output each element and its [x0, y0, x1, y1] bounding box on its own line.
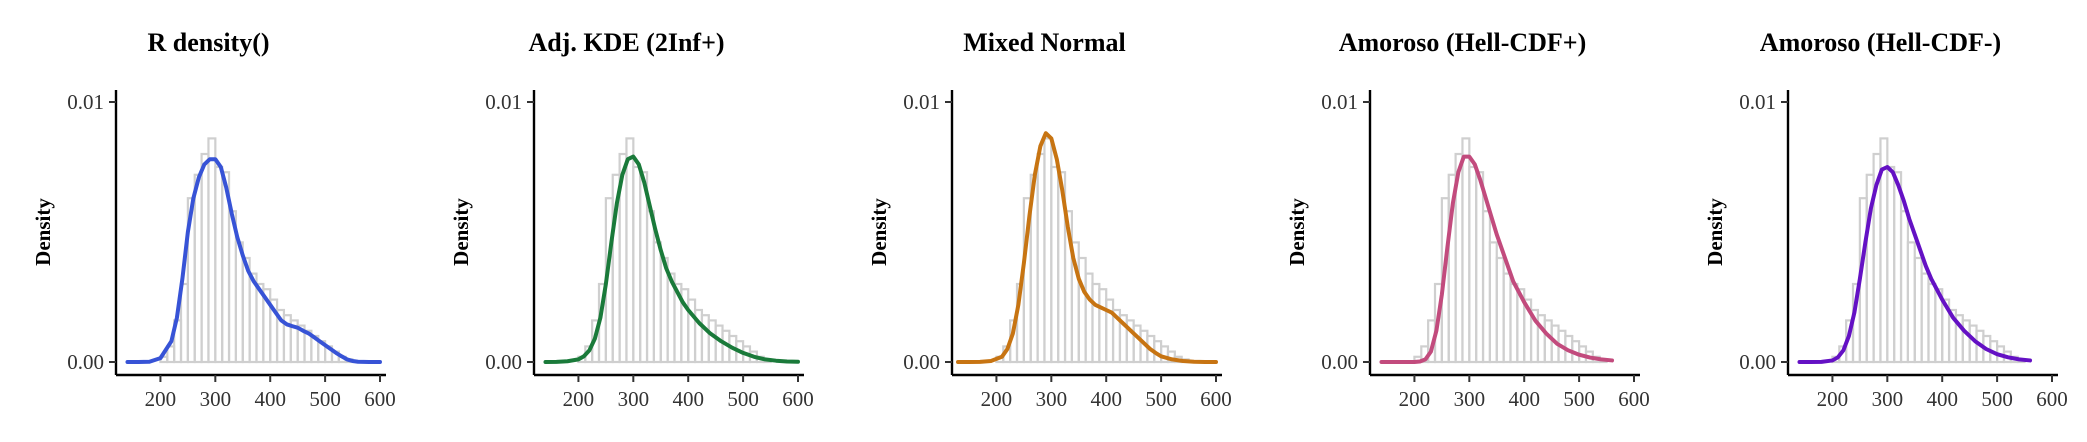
- y-axis-label: Density: [31, 198, 55, 266]
- y-tick-label: 0.01: [67, 90, 104, 114]
- density-curve: [125, 157, 382, 364]
- x-tick-label: 400: [1508, 387, 1540, 411]
- x-tick-label: 500: [309, 387, 341, 411]
- density-plot-mixed-normal: 200 300 400 500 600 0.00 0.01 Density: [867, 90, 1232, 411]
- x-tick-label: 400: [672, 387, 704, 411]
- density-curve: [1797, 165, 2033, 364]
- x-tick-label: 600: [782, 387, 814, 411]
- y-tick-label: 0.01: [903, 90, 940, 114]
- density-curve: [1379, 154, 1615, 364]
- panel-title: Mixed Normal: [963, 28, 1126, 57]
- x-tick-label: 300: [1872, 387, 1904, 411]
- x-tick-label: 400: [1926, 387, 1958, 411]
- x-tick-label: 600: [1200, 387, 1232, 411]
- x-tick-label: 200: [1817, 387, 1849, 411]
- panel-title: R density(): [147, 28, 270, 57]
- y-tick-label: 0.01: [485, 90, 522, 114]
- x-tick-label: 500: [727, 387, 759, 411]
- y-tick-label: 0.00: [67, 350, 104, 374]
- x-tick-label: 200: [563, 387, 595, 411]
- panel-amoroso-plus: Amoroso (Hell-CDF+) 200 300 400 500 600 0.00 0…: [1254, 0, 1671, 442]
- x-tick-label: 300: [200, 387, 232, 411]
- density-plot-adj-kde: 200 300 400 500 600 0.00 0.01 Density: [449, 90, 814, 411]
- x-tick-label: 300: [1036, 387, 1068, 411]
- panel-title: Amoroso (Hell-CDF-): [1759, 28, 2002, 57]
- x-tick-label: 200: [145, 387, 177, 411]
- y-tick-label: 0.00: [485, 350, 522, 374]
- panel-adj-kde: Adj. KDE (2Inf+) 200 300 400 500 600 0.00 0.01…: [418, 0, 835, 442]
- panel-title: Adj. KDE (2Inf+): [528, 28, 725, 57]
- x-tick-label: 400: [254, 387, 286, 411]
- density-plot-amoroso-minus: 200 300 400 500 600 0.00 0.01 Density: [1703, 90, 2068, 411]
- x-tick-label: 500: [1145, 387, 1177, 411]
- x-tick-label: 500: [1981, 387, 2013, 411]
- y-axis-label: Density: [867, 198, 891, 266]
- x-tick-label: 600: [2036, 387, 2068, 411]
- panel-r-density: R density() 200 300 400 500 600 0.00 0.01 Densi…: [0, 0, 417, 442]
- y-tick-label: 0.01: [1321, 90, 1358, 114]
- x-tick-label: 200: [1399, 387, 1431, 411]
- x-tick-label: 600: [1618, 387, 1650, 411]
- panel-amoroso-minus: Amoroso (Hell-CDF-) 200 300 400 500 600 0.00 0…: [1672, 0, 2087, 442]
- x-tick-label: 300: [618, 387, 650, 411]
- y-tick-label: 0.01: [1739, 90, 1776, 114]
- y-axis-label: Density: [1703, 198, 1727, 266]
- x-tick-label: 600: [364, 387, 396, 411]
- x-tick-label: 200: [981, 387, 1013, 411]
- x-tick-label: 500: [1563, 387, 1595, 411]
- density-curve: [543, 154, 800, 364]
- y-tick-label: 0.00: [1739, 350, 1776, 374]
- y-tick-label: 0.00: [903, 350, 940, 374]
- y-tick-label: 0.00: [1321, 350, 1358, 374]
- x-tick-label: 400: [1090, 387, 1122, 411]
- panel-mixed-normal: Mixed Normal 200 300 400 500 600 0.00 0.01 Dens…: [836, 0, 1253, 442]
- density-plot-amoroso-plus: 200 300 400 500 600 0.00 0.01 Density: [1285, 90, 1650, 411]
- y-axis-label: Density: [1285, 198, 1309, 266]
- density-plot-r-density: 200 300 400 500 600 0.00 0.01 Density: [31, 90, 396, 411]
- x-tick-label: 300: [1454, 387, 1486, 411]
- panel-title: Amoroso (Hell-CDF+): [1338, 28, 1587, 57]
- density-curve: [956, 131, 1218, 364]
- y-axis-label: Density: [449, 198, 473, 266]
